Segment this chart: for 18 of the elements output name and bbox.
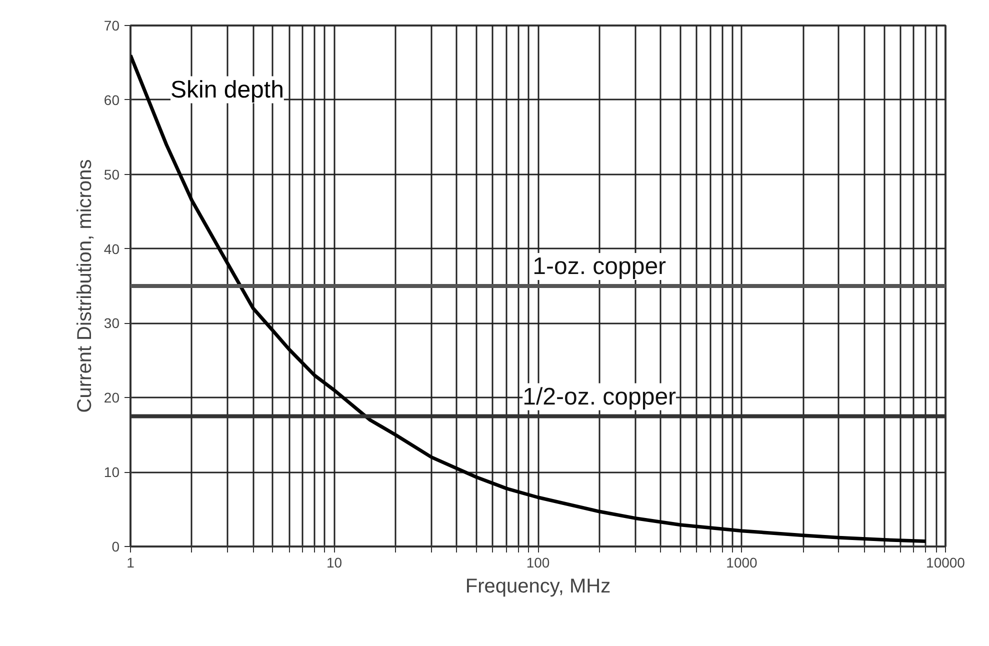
x-tick-label: 1000 bbox=[726, 554, 758, 570]
ref-line-label: 1-oz. copper bbox=[532, 253, 666, 280]
x-tick-label: 1 bbox=[126, 554, 135, 570]
y-tick-label: 10 bbox=[104, 464, 120, 480]
x-tick-label: 100 bbox=[526, 554, 550, 570]
y-axis-title: Current Distribution, microns bbox=[74, 159, 96, 413]
y-tick-label: 40 bbox=[104, 240, 120, 257]
y-tick-label: 60 bbox=[104, 92, 120, 108]
series-label: Skin depth bbox=[170, 76, 284, 104]
x-tick-label: 10000 bbox=[926, 554, 966, 570]
ref-line-label: 1/2-oz. copper bbox=[522, 383, 676, 410]
y-tick-label: 70 bbox=[104, 18, 120, 34]
y-tick-label: 0 bbox=[112, 538, 120, 554]
y-tick-label: 30 bbox=[104, 315, 120, 332]
x-tick-label: 10 bbox=[326, 554, 342, 570]
x-axis-title: Frequency, MHz bbox=[465, 576, 611, 598]
y-tick-label: 20 bbox=[104, 390, 120, 406]
y-tick-label: 50 bbox=[104, 166, 120, 182]
